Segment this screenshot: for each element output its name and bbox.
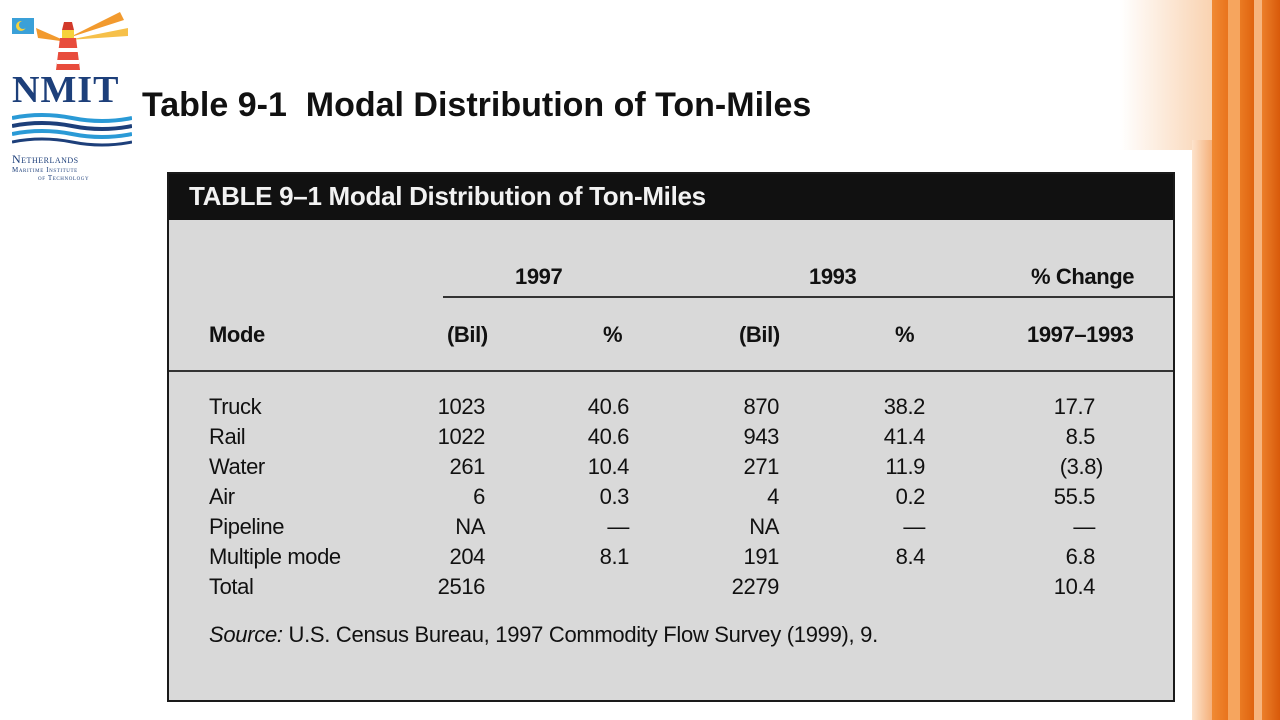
cell-bil-1993: 2279 <box>731 574 780 599</box>
header-rule <box>169 370 1173 372</box>
decor-stripe <box>1228 0 1240 720</box>
col-bil-1997: (Bil) <box>447 322 488 347</box>
lighthouse-icon <box>12 12 128 70</box>
cell-pct-1997: 8.1 <box>599 544 630 569</box>
cell-pct-1997: 0.3 <box>599 484 630 509</box>
cell-bil-1997: 6 <box>473 484 485 509</box>
table-header-bar: TABLE 9–1 Modal Distribution of Ton-Mile… <box>169 174 1173 220</box>
cell-change: 8.5 <box>1065 424 1096 449</box>
cell-mode: Rail <box>209 424 246 449</box>
decor-stripe <box>1262 0 1280 720</box>
cell-bil-1997: NA <box>455 514 485 539</box>
cell-change: 6.8 <box>1065 544 1096 569</box>
col-bil-1993: (Bil) <box>739 322 780 347</box>
decor-stripe <box>1192 140 1212 720</box>
cell-bil-1993: 870 <box>743 394 779 419</box>
cell-bil-1997: 1022 <box>437 424 486 449</box>
group-1993: 1993 <box>809 264 857 289</box>
cell-bil-1997: 2516 <box>437 574 486 599</box>
cell-mode: Total <box>209 574 254 599</box>
cell-pct-1993: 41.4 <box>883 424 926 449</box>
decor-stripe <box>1212 0 1228 720</box>
table-header-title: TABLE 9–1 Modal Distribution of Ton-Mile… <box>189 181 706 211</box>
cell-bil-1993: 271 <box>743 454 779 479</box>
source-text: U.S. Census Bureau, 1997 Commodity Flow … <box>282 622 879 647</box>
cell-bil-1993: 191 <box>743 544 779 569</box>
cell-pct-1993: 11.9 <box>885 454 925 479</box>
col-pct-1997: % <box>603 322 623 347</box>
cell-bil-1997: 204 <box>449 544 485 569</box>
cell-pct-1993: 0.2 <box>895 484 926 509</box>
cell-pct-1997: — <box>607 514 629 539</box>
cell-bil-1993: 4 <box>767 484 779 509</box>
slide-title: Table 9-1 Modal Distribution of Ton-Mile… <box>142 86 812 124</box>
nmit-logo: NMIT Netherlands Maritime Institute of T… <box>8 8 134 186</box>
group-rule <box>443 296 1173 298</box>
table-source-note: Source: U.S. Census Bureau, 1997 Commodi… <box>209 622 878 648</box>
cell-pct-1997: 40.6 <box>587 394 630 419</box>
cell-mode: Air <box>209 484 235 509</box>
decor-stripe <box>1240 0 1254 720</box>
cell-change: 17.7 <box>1053 394 1096 419</box>
cell-pct-1993: 8.4 <box>895 544 926 569</box>
cell-bil-1993: NA <box>749 514 779 539</box>
col-change: 1997–1993 <box>1027 322 1134 347</box>
cell-change: 10.4 <box>1053 574 1096 599</box>
cell-pct-1993: 38.2 <box>883 394 926 419</box>
logo-subtitle: Netherlands <box>12 152 79 166</box>
cell-mode: Truck <box>209 394 262 419</box>
cell-change: — <box>1073 514 1095 539</box>
col-mode: Mode <box>209 322 265 347</box>
cell-pct-1997: 40.6 <box>587 424 630 449</box>
decor-stripe <box>1254 0 1262 720</box>
cell-pct-1993: — <box>903 514 925 539</box>
cell-mode: Water <box>209 454 265 479</box>
cell-bil-1997: 1023 <box>437 394 486 419</box>
logo-subtitle: of Technology <box>38 174 90 182</box>
group-1997: 1997 <box>515 264 563 289</box>
col-pct-1993: % <box>895 322 915 347</box>
cell-change: 55.5 <box>1053 484 1096 509</box>
cell-mode: Pipeline <box>209 514 285 539</box>
cell-change: (3.8) <box>1059 454 1104 479</box>
data-table: TABLE 9–1 Modal Distribution of Ton-Mile… <box>167 172 1175 702</box>
source-label: Source: <box>209 622 283 647</box>
logo-subtitle: Maritime Institute <box>12 166 78 174</box>
cell-bil-1997: 261 <box>449 454 485 479</box>
cell-pct-1997: 10.4 <box>587 454 630 479</box>
cell-bil-1993: 943 <box>743 424 779 449</box>
waves-icon <box>12 113 132 147</box>
group-change: % Change <box>1031 264 1135 289</box>
logo-wordmark: NMIT <box>12 69 120 111</box>
cell-mode: Multiple mode <box>209 544 341 569</box>
